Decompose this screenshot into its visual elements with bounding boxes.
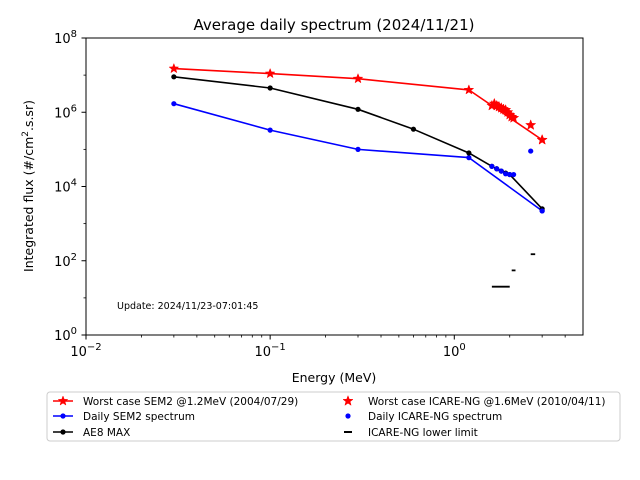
tick-exponent: 0 — [459, 342, 465, 353]
y-tick-label: 104 — [54, 178, 77, 196]
legend-marker — [342, 395, 354, 406]
legend-frame — [46, 391, 621, 442]
tick-base: 10 — [54, 106, 71, 121]
data-point — [466, 150, 472, 156]
data-point — [463, 84, 475, 95]
data-point — [525, 119, 537, 130]
tick-base: 10 — [443, 345, 460, 360]
data-point — [536, 133, 548, 145]
series-line — [173, 76, 543, 210]
tick-exponent: 4 — [71, 178, 77, 189]
data-point — [264, 67, 276, 79]
legend-label: Worst case SEM2 @1.2MeV (2004/07/29) — [83, 396, 298, 408]
tick-exponent: 8 — [71, 29, 77, 40]
legend-entry-5: ICARE-NG lower limit — [344, 427, 478, 439]
y-tick-label: 102 — [54, 252, 77, 270]
data-point — [466, 155, 472, 161]
tick-base: 10 — [54, 329, 71, 344]
legend-label: Worst case ICARE-NG @1.6MeV (2010/04/11) — [368, 396, 606, 408]
data-point — [267, 127, 273, 133]
data-point — [410, 126, 417, 132]
tick-base: 10 — [70, 345, 87, 360]
data-point — [503, 171, 509, 177]
y-axis-label: Integrated flux (#/cm2.s.sr) — [21, 100, 36, 272]
legend-marker — [345, 413, 351, 419]
legend-label: Daily ICARE-NG spectrum — [368, 411, 502, 423]
series-2 — [171, 74, 545, 212]
legend-label: Daily SEM2 spectrum — [83, 411, 195, 423]
tick-exponent: 0 — [71, 326, 77, 337]
data-point — [352, 73, 364, 84]
legend-entry-0: Worst case SEM2 @1.2MeV (2004/07/29) — [53, 395, 298, 408]
data-point — [489, 163, 495, 169]
legend-entry-4: Daily ICARE-NG spectrum — [345, 411, 502, 423]
y-tick-label: 100 — [54, 326, 77, 344]
x-axis-ticks: 10−2 10−1 100 — [70, 335, 566, 360]
tick-base: 10 — [54, 181, 71, 196]
x-tick-label: 10−1 — [254, 342, 285, 360]
series-line — [173, 102, 543, 212]
data-point — [267, 85, 273, 91]
series-1 — [171, 101, 545, 214]
y-axis-label-main: Integrated flux (#/cm — [21, 137, 36, 272]
legend-label: AE8 MAX — [83, 427, 130, 439]
data-point — [507, 171, 513, 178]
data-point — [168, 62, 180, 74]
tick-base: 10 — [54, 255, 71, 270]
data-point — [355, 146, 361, 152]
data-point — [511, 171, 517, 178]
legend-marker — [60, 429, 66, 435]
legend-marker — [60, 413, 66, 419]
series-3 — [486, 97, 548, 145]
y-tick-label: 106 — [54, 103, 77, 121]
update-annotation: Update: 2024/11/23-07:01:45 — [117, 301, 258, 312]
x-axis-label: Energy (MeV) — [292, 370, 377, 385]
tick-base: 10 — [254, 345, 271, 360]
y-axis-label-tail: .s.sr) — [21, 100, 36, 131]
series-5 — [491, 253, 536, 288]
y-axis-label-sup: 2 — [21, 131, 31, 137]
data-point — [355, 106, 361, 112]
plot-area — [168, 62, 548, 288]
data-point — [539, 208, 545, 214]
x-tick-label: 100 — [443, 342, 466, 360]
legend-entry-2: AE8 MAX — [53, 427, 130, 439]
chart-title: Average daily spectrum (2024/11/21) — [194, 16, 475, 34]
tick-exponent: −1 — [271, 342, 286, 353]
legend-entry-1: Daily SEM2 spectrum — [53, 411, 195, 423]
tick-exponent: 2 — [71, 252, 77, 263]
data-point — [171, 74, 177, 80]
legend-marker — [57, 395, 69, 406]
y-tick-label: 108 — [54, 29, 77, 47]
tick-exponent: −2 — [87, 342, 102, 353]
data-point — [498, 168, 504, 174]
data-point — [494, 166, 500, 172]
series-4 — [489, 148, 545, 214]
x-tick-label: 10−2 — [70, 342, 101, 360]
tick-base: 10 — [54, 32, 71, 47]
data-point — [507, 112, 520, 123]
data-point — [171, 101, 177, 107]
legend-label: ICARE-NG lower limit — [368, 427, 478, 439]
legend: Worst case SEM2 @1.2MeV (2004/07/29) Dail… — [46, 391, 621, 442]
tick-exponent: 6 — [71, 103, 77, 114]
data-point — [528, 148, 534, 154]
legend-entry-3: Worst case ICARE-NG @1.6MeV (2010/04/11) — [342, 395, 606, 408]
